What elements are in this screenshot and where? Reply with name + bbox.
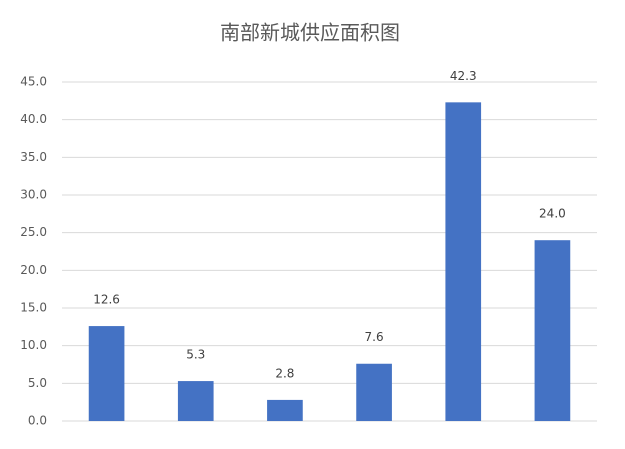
value-label: 5.3 (186, 348, 205, 362)
y-tick-label: 5.0 (28, 376, 47, 390)
bar (356, 363, 392, 421)
y-tick-label: 10.0 (20, 338, 47, 352)
value-label: 7.6 (365, 330, 384, 344)
y-tick-label: 20.0 (20, 263, 47, 277)
y-tick-label: 25.0 (20, 225, 47, 239)
y-tick-label: 45.0 (20, 75, 47, 89)
chart-title: 南部新城供应面积图 (220, 21, 400, 45)
bar (177, 381, 214, 421)
value-label: 42.3 (450, 69, 477, 83)
y-tick-label: 0.0 (28, 414, 47, 428)
y-tick-label: 30.0 (20, 188, 47, 202)
value-label: 2.8 (275, 366, 294, 380)
bar (534, 240, 571, 421)
value-label: 24.0 (539, 207, 566, 221)
bar (267, 399, 303, 421)
bar (445, 102, 482, 421)
y-tick-label: 35.0 (20, 150, 47, 164)
y-tick-label: 15.0 (20, 301, 47, 315)
y-tick-label: 40.0 (20, 112, 47, 126)
value-label: 12.6 (93, 293, 120, 307)
bar (88, 326, 125, 421)
